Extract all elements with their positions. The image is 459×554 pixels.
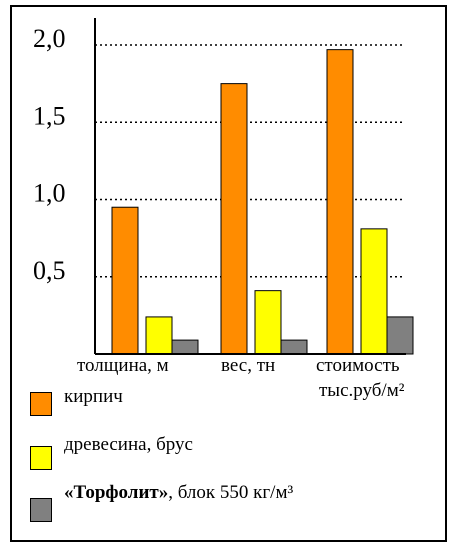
- legend-label-torfolit: «Торфолит», блок 550 кг/м³: [64, 482, 293, 504]
- bar: [386, 316, 414, 355]
- bar: [326, 49, 354, 355]
- legend-label-brick: кирпич: [64, 386, 123, 407]
- y-tick-labels: 2,0 1,5 1,0 0,5: [33, 24, 66, 285]
- y-tick-label: 1,0: [33, 179, 66, 208]
- y-tick-label: 0,5: [33, 256, 66, 285]
- bar: [280, 339, 308, 355]
- legend-swatch-brick: [30, 392, 52, 416]
- category-labels: толщина, м вес, тн стоимость тыс.руб/м²: [77, 355, 405, 401]
- category-sublabel: тыс.руб/м²: [319, 380, 405, 401]
- legend-label-torfolit-rest: , блок 550 кг/м³: [168, 482, 294, 503]
- bar: [220, 83, 248, 355]
- bar: [171, 339, 199, 355]
- bar: [145, 316, 173, 355]
- legend-swatch-wood: [30, 446, 52, 470]
- bars: [111, 49, 414, 355]
- y-tick-label: 1,5: [33, 101, 66, 130]
- chart-frame: [10, 5, 447, 542]
- legend-label-wood: древесина, брус: [64, 434, 193, 455]
- legend-label-torfolit-bold: «Торфолит»: [64, 482, 169, 503]
- category-label: стоимость: [316, 355, 400, 376]
- bar: [360, 228, 388, 355]
- grid-lines: [95, 44, 403, 278]
- bar: [111, 206, 139, 355]
- bar: [254, 290, 282, 355]
- category-label: толщина, м: [77, 355, 169, 376]
- category-label: вес, тн: [221, 355, 275, 376]
- y-tick-label: 2,0: [33, 24, 66, 53]
- legend-swatch-torfolit: [30, 498, 52, 522]
